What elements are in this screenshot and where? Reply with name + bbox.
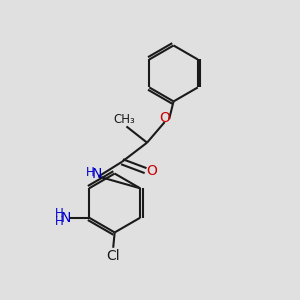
Text: CH₃: CH₃	[113, 113, 135, 127]
Text: H: H	[55, 207, 63, 220]
Text: N: N	[60, 211, 71, 225]
Text: Cl: Cl	[106, 249, 120, 263]
Text: H: H	[55, 215, 63, 228]
Text: O: O	[159, 112, 170, 125]
Text: O: O	[147, 164, 158, 178]
Text: N: N	[92, 167, 102, 181]
Text: H: H	[86, 167, 94, 179]
